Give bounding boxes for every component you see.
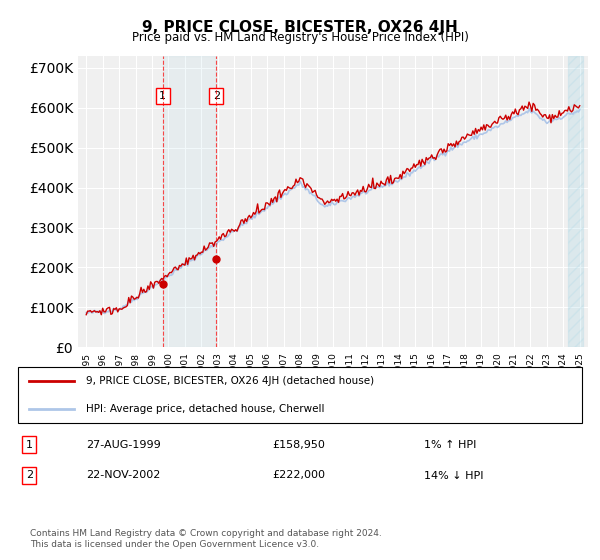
Text: Price paid vs. HM Land Registry's House Price Index (HPI): Price paid vs. HM Land Registry's House … xyxy=(131,31,469,44)
Text: 27-AUG-1999: 27-AUG-1999 xyxy=(86,440,160,450)
Text: 2: 2 xyxy=(26,470,33,480)
FancyBboxPatch shape xyxy=(18,367,582,423)
Text: HPI: Average price, detached house, Cherwell: HPI: Average price, detached house, Cher… xyxy=(86,404,324,414)
Text: 9, PRICE CLOSE, BICESTER, OX26 4JH (detached house): 9, PRICE CLOSE, BICESTER, OX26 4JH (deta… xyxy=(86,376,374,386)
Text: 1: 1 xyxy=(26,440,33,450)
Text: £158,950: £158,950 xyxy=(272,440,325,450)
Text: 14% ↓ HPI: 14% ↓ HPI xyxy=(424,470,484,480)
Text: 2: 2 xyxy=(212,91,220,101)
Bar xyxy=(163,56,216,347)
Text: 9, PRICE CLOSE, BICESTER, OX26 4JH: 9, PRICE CLOSE, BICESTER, OX26 4JH xyxy=(142,20,458,35)
Bar xyxy=(568,56,583,347)
Text: £222,000: £222,000 xyxy=(272,470,325,480)
Text: 1: 1 xyxy=(159,91,166,101)
Text: 1% ↑ HPI: 1% ↑ HPI xyxy=(424,440,476,450)
Text: 22-NOV-2002: 22-NOV-2002 xyxy=(86,470,160,480)
Text: Contains HM Land Registry data © Crown copyright and database right 2024.
This d: Contains HM Land Registry data © Crown c… xyxy=(30,529,382,549)
